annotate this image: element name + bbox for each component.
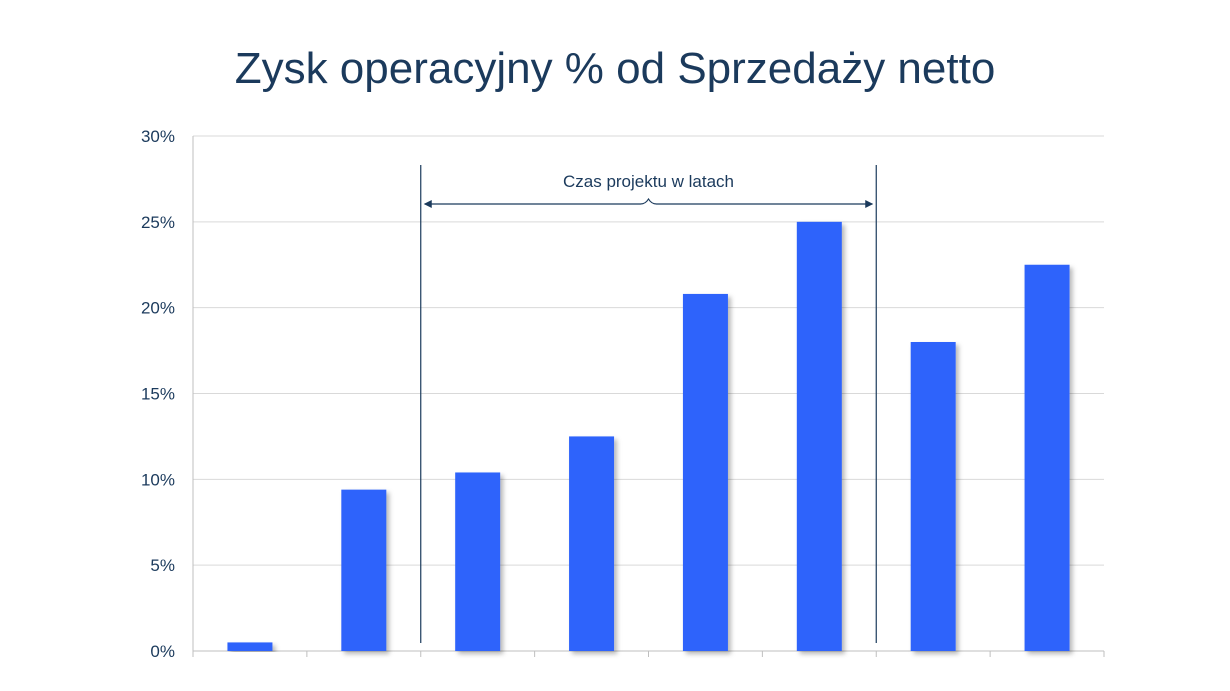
- y-tick-label: 15%: [141, 385, 175, 404]
- gridlines: [193, 135, 1104, 566]
- bar: [796, 221, 842, 652]
- annotation-label: Czas projektu w latach: [563, 172, 734, 191]
- y-tick-label: 10%: [141, 470, 175, 489]
- bar: [341, 489, 387, 651]
- bar: [455, 472, 501, 651]
- bars: [227, 221, 1070, 652]
- bar: [569, 436, 615, 651]
- y-tick-label: 20%: [141, 299, 175, 318]
- chart-title: Zysk operacyjny % od Sprzedaży netto: [234, 44, 996, 93]
- arrow-right-icon: [865, 200, 874, 208]
- bar: [682, 293, 728, 651]
- bar: [1024, 264, 1070, 651]
- project-duration-annotation: Czas projektu w latach: [420, 165, 877, 643]
- duration-bracket: [424, 197, 873, 205]
- bar: [910, 342, 956, 651]
- y-tick-label: 0%: [150, 642, 175, 661]
- arrow-left-icon: [423, 200, 432, 208]
- y-tick-label: 5%: [150, 556, 175, 575]
- bar: [227, 642, 273, 651]
- y-tick-label: 25%: [141, 213, 175, 232]
- y-tick-label: 30%: [141, 127, 175, 146]
